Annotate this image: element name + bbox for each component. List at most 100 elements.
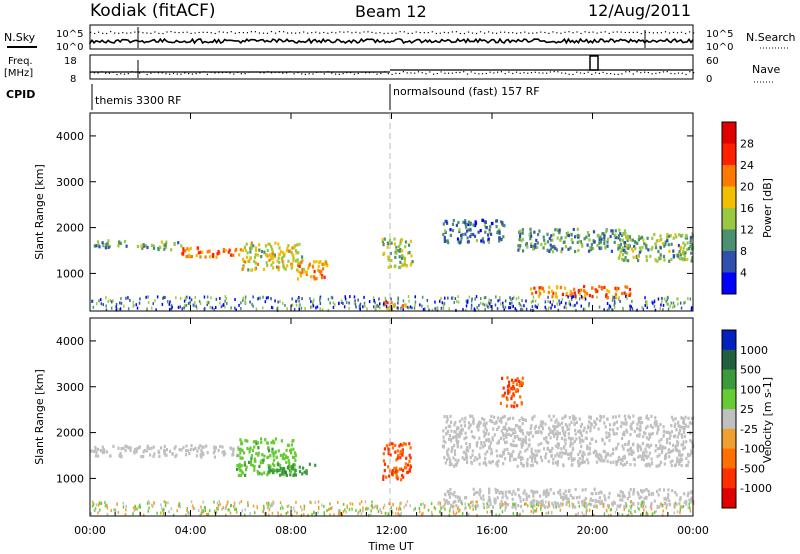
echo-cell: [659, 443, 662, 447]
speckle-cell: [427, 305, 429, 309]
echo-cell: [298, 465, 301, 469]
nave-point: [636, 71, 638, 73]
speckle-cell: [423, 505, 426, 509]
echo-cell: [487, 233, 490, 237]
speckle-cell: [375, 304, 377, 308]
speckle-cell: [259, 296, 261, 300]
speckle-cell: [129, 298, 131, 302]
speckle-cell: [457, 295, 459, 299]
echo-cell: [658, 239, 661, 243]
speckle-cell: [391, 509, 393, 513]
echo-cell: [569, 441, 572, 445]
speckle-cell: [225, 297, 227, 300]
echo-cell: [502, 427, 505, 431]
echo-cell: [579, 240, 583, 244]
radar-title: Kodiak (fitACF): [90, 1, 216, 21]
echo-cell: [284, 267, 287, 271]
speckle-cell: [164, 296, 166, 299]
speckle-cell: [457, 509, 460, 513]
echo-cell: [556, 502, 560, 506]
echo-cell: [408, 442, 411, 446]
echo-cell: [447, 454, 450, 458]
echo-cell: [498, 230, 501, 234]
echo-cell: [686, 257, 689, 262]
nave-point: [154, 71, 156, 73]
nave-point: [319, 71, 322, 73]
echo-cell: [451, 228, 455, 233]
echo-cell: [404, 245, 407, 249]
echo-cell: [443, 498, 446, 502]
echo-cell: [585, 436, 588, 441]
speckle-cell: [383, 302, 385, 306]
nave-point: [380, 72, 382, 75]
speckle-cell: [397, 511, 399, 515]
echo-cell: [626, 285, 629, 289]
echo-cell: [556, 463, 559, 467]
echo-cell: [312, 275, 315, 279]
echo-cell: [458, 434, 461, 438]
speckle-cell: [235, 507, 238, 511]
nave-point: [169, 73, 171, 75]
echo-cell: [492, 427, 495, 431]
speckle-cell: [611, 298, 614, 302]
speckle-cell: [454, 297, 457, 301]
echo-cell: [533, 426, 536, 430]
speckle-cell: [134, 507, 137, 511]
echo-cell: [669, 450, 672, 454]
nave-point: [263, 72, 265, 74]
speckle-cell: [466, 300, 469, 304]
echo-cell: [255, 249, 258, 253]
echo-cell: [554, 461, 557, 465]
speckle-cell: [185, 297, 187, 301]
echo-cell: [458, 431, 461, 435]
speckle-cell: [102, 303, 104, 307]
echo-cell: [555, 418, 558, 422]
y-tick-label: 1000: [56, 267, 84, 280]
speckle-cell: [271, 306, 274, 310]
echo-cell: [488, 460, 491, 464]
echo-cell: [261, 460, 265, 465]
echo-cell: [531, 455, 535, 459]
nave-point: [493, 72, 495, 74]
echo-cell: [301, 258, 304, 262]
echo-cell: [682, 447, 685, 451]
speckle-cell: [193, 506, 196, 510]
echo-cell: [499, 502, 502, 507]
echo-cell: [623, 414, 626, 418]
echo-cell: [447, 500, 450, 505]
echo-cell: [443, 235, 446, 240]
echo-cell: [163, 450, 166, 454]
echo-cell: [549, 243, 552, 247]
echo-cell: [457, 220, 460, 225]
echo-cell: [222, 249, 225, 253]
nsearch-point: [142, 32, 144, 34]
echo-cell: [621, 246, 624, 250]
echo-cell: [669, 460, 672, 464]
echo-cell: [238, 253, 241, 257]
echo-cell: [388, 238, 392, 242]
speckle-cell: [642, 307, 645, 311]
echo-cell: [579, 424, 582, 429]
echo-cell: [574, 428, 577, 432]
echo-cell: [571, 437, 574, 441]
speckle-cell: [642, 504, 645, 508]
echo-cell: [507, 417, 510, 421]
echo-cell: [174, 455, 177, 459]
echo-cell: [637, 238, 640, 242]
echo-cell: [528, 438, 531, 442]
echo-cell: [250, 460, 253, 464]
speckle-cell: [684, 300, 686, 304]
speckle-cell: [487, 305, 490, 309]
speckle-cell: [206, 303, 208, 307]
nsearch-point: [632, 31, 634, 33]
colorbar-swatch: [722, 409, 736, 430]
nave-point: [308, 73, 310, 75]
speckle-cell: [672, 301, 675, 305]
echo-cell: [133, 451, 136, 455]
speckle-cell: [461, 502, 463, 506]
echo-cell: [548, 249, 551, 253]
echo-cell: [509, 453, 512, 457]
echo-cell: [276, 462, 279, 467]
echo-cell: [621, 253, 624, 257]
echo-cell: [629, 424, 632, 428]
